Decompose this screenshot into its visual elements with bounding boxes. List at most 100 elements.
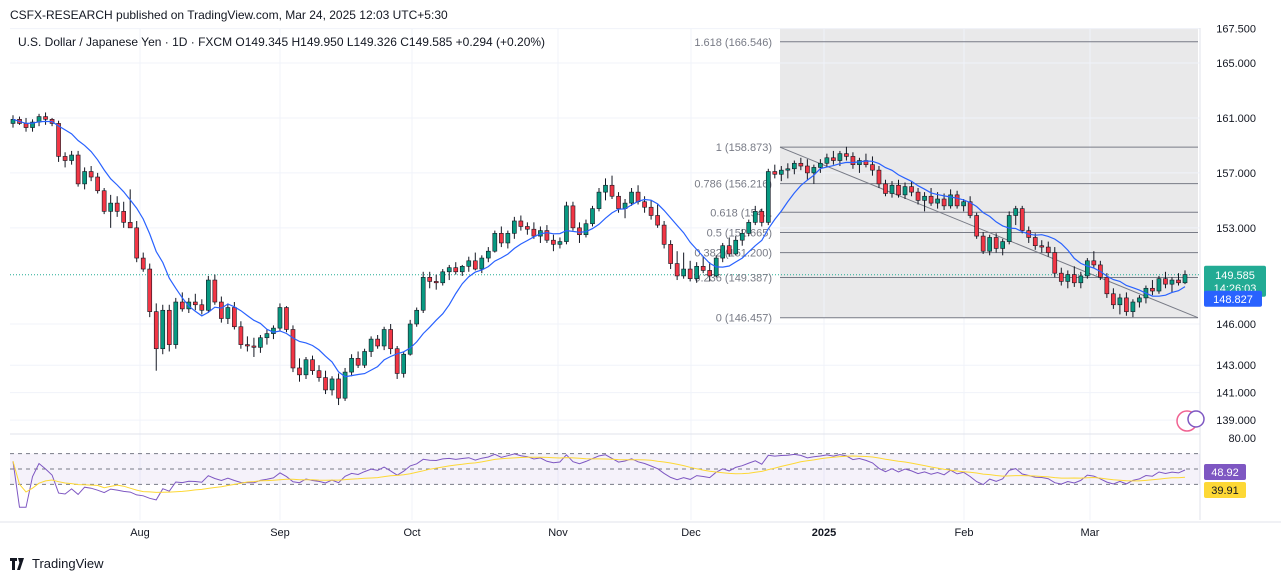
candle-up[interactable] <box>811 164 817 184</box>
candle-up[interactable] <box>82 167 87 190</box>
candle-down[interactable] <box>661 220 667 249</box>
candle-down[interactable] <box>219 296 224 323</box>
candle-down[interactable] <box>388 324 393 355</box>
candle-up[interactable] <box>1117 293 1123 315</box>
candle-up[interactable] <box>10 115 16 128</box>
candle-down[interactable] <box>1111 288 1116 309</box>
candle-up[interactable] <box>720 242 726 263</box>
candle-up[interactable] <box>1182 270 1188 285</box>
candle-up[interactable] <box>902 182 908 199</box>
candle-down[interactable] <box>95 172 100 194</box>
candle-down[interactable] <box>1104 273 1110 298</box>
candle-up[interactable] <box>69 150 74 165</box>
candle-down[interactable] <box>75 150 81 187</box>
candle-up[interactable] <box>264 329 270 345</box>
candle-down[interactable] <box>954 190 960 209</box>
candle-down[interactable] <box>1058 267 1064 286</box>
candle-down[interactable] <box>544 225 550 243</box>
candle-down[interactable] <box>101 188 107 215</box>
candle-down[interactable] <box>1052 247 1058 278</box>
candle-down[interactable] <box>127 189 133 229</box>
candle-down[interactable] <box>798 157 804 171</box>
candle-up[interactable] <box>948 189 953 209</box>
candle-down[interactable] <box>896 179 901 198</box>
candle-up[interactable] <box>590 205 595 227</box>
candle-up[interactable] <box>694 262 699 283</box>
tradingview-brand[interactable]: TradingView <box>10 556 104 571</box>
candle-up[interactable] <box>303 356 309 379</box>
candle-down[interactable] <box>251 337 257 357</box>
candle-down[interactable] <box>707 262 713 282</box>
candle-up[interactable] <box>1085 258 1090 279</box>
candle-up[interactable] <box>557 237 563 249</box>
candle-down[interactable] <box>297 358 302 382</box>
candle-down[interactable] <box>726 237 732 257</box>
candle-up[interactable] <box>349 354 354 377</box>
candle-down[interactable] <box>551 234 556 252</box>
candle-down[interactable] <box>88 166 94 182</box>
candle-down[interactable] <box>1071 266 1077 287</box>
candle-up[interactable] <box>603 178 608 201</box>
candle-up[interactable] <box>401 351 406 378</box>
candle-up[interactable] <box>258 334 263 353</box>
candle-up[interactable] <box>824 153 830 168</box>
candle-down[interactable] <box>674 251 680 281</box>
candle-down[interactable] <box>245 336 250 352</box>
candle-down[interactable] <box>805 159 810 180</box>
candle-down[interactable] <box>310 355 315 375</box>
candle-down[interactable] <box>655 204 660 228</box>
candle-down[interactable] <box>238 321 244 349</box>
candle-down[interactable] <box>1091 251 1097 268</box>
candle-up[interactable] <box>466 256 472 272</box>
candle-down[interactable] <box>928 188 934 206</box>
candle-up[interactable] <box>414 307 420 327</box>
candle-down[interactable] <box>1163 271 1168 289</box>
candle-up[interactable] <box>381 326 387 351</box>
candle-up[interactable] <box>629 188 634 206</box>
candle-up[interactable] <box>485 247 491 263</box>
candle-down[interactable] <box>648 200 654 220</box>
candle-down[interactable] <box>870 156 875 176</box>
candle-up[interactable] <box>1156 275 1162 294</box>
candle-down[interactable] <box>1019 205 1025 234</box>
candle-down[interactable] <box>43 112 48 125</box>
candle-down[interactable] <box>23 117 29 132</box>
candle-down[interactable] <box>850 152 856 169</box>
candle-down[interactable] <box>284 306 289 333</box>
candle-up[interactable] <box>505 230 511 249</box>
candle-down[interactable] <box>192 293 198 311</box>
candle-down[interactable] <box>759 208 765 227</box>
candle-up[interactable] <box>961 198 966 212</box>
candle-up[interactable] <box>752 205 758 226</box>
candle-up[interactable] <box>596 188 602 212</box>
candle-up[interactable] <box>733 236 739 256</box>
candle-down[interactable] <box>525 222 530 235</box>
candle-down[interactable] <box>355 351 361 368</box>
rsi-value-badge[interactable]: 48.92 <box>1204 464 1246 480</box>
candle-down[interactable] <box>1045 241 1051 257</box>
candle-down[interactable] <box>570 201 576 231</box>
candle-down[interactable] <box>427 271 433 289</box>
tradingview-watermark-icon[interactable] <box>1176 410 1205 432</box>
candle-up[interactable] <box>492 230 498 253</box>
candle-down[interactable] <box>642 196 647 213</box>
fib-trend-line[interactable] <box>779 146 1199 319</box>
candle-down[interactable] <box>772 164 778 179</box>
candle-up[interactable] <box>30 119 35 132</box>
rsi-line[interactable] <box>12 453 1186 508</box>
candle-down[interactable] <box>1176 273 1181 286</box>
candle-down[interactable] <box>199 299 205 315</box>
candle-up[interactable] <box>889 181 895 198</box>
candle-down[interactable] <box>687 260 693 282</box>
candle-down[interactable] <box>993 233 999 253</box>
candle-down[interactable] <box>974 212 979 239</box>
candle-up[interactable] <box>446 264 452 281</box>
candle-up[interactable] <box>329 376 335 396</box>
candle-up[interactable] <box>1078 271 1084 289</box>
candle-up[interactable] <box>681 252 686 279</box>
candle-down[interactable] <box>844 146 849 161</box>
candle-down[interactable] <box>147 263 153 318</box>
candle-up[interactable] <box>225 303 231 324</box>
candle-down[interactable] <box>121 201 127 228</box>
